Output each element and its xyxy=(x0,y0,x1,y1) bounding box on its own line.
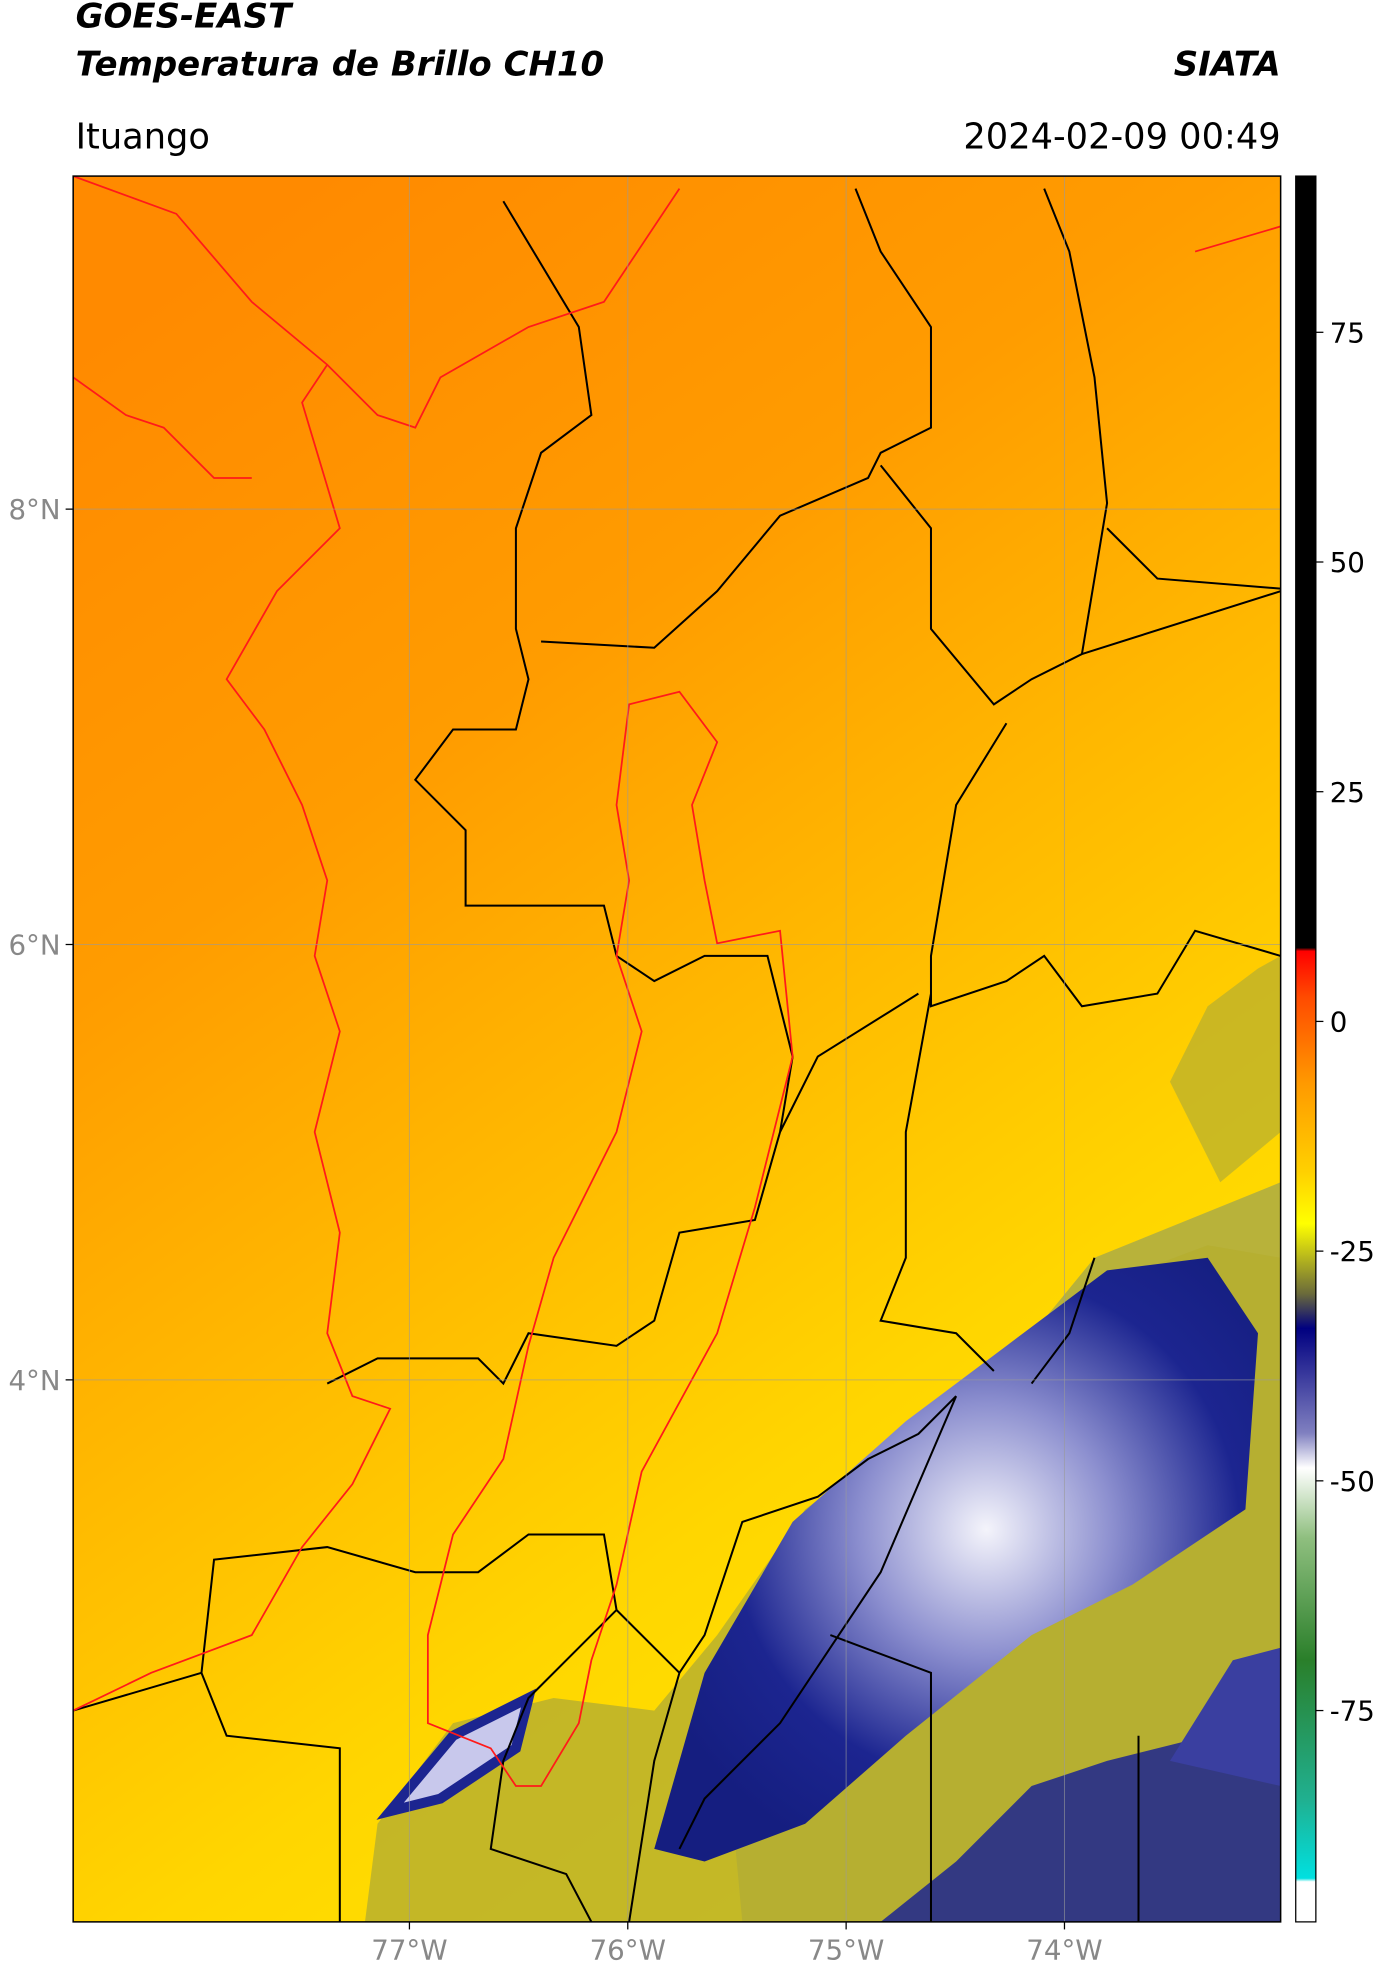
colorbar-tick-label: -50 xyxy=(1330,1465,1375,1498)
subtitle: Temperatura de Brillo CH10 xyxy=(76,44,604,84)
map-image xyxy=(73,176,1281,1922)
colorbar-tick-label: -25 xyxy=(1330,1235,1375,1268)
x-tick-label: 77°W xyxy=(371,1934,447,1967)
y-tick-label: 8°N xyxy=(8,493,60,526)
colorbar-tick-label: 75 xyxy=(1330,316,1365,349)
x-tick-label: 76°W xyxy=(590,1934,666,1967)
colorbar-tick-label: 25 xyxy=(1330,776,1365,809)
colorbar xyxy=(1295,175,1317,1923)
title: GOES-EAST xyxy=(76,0,294,37)
map-axes: 77°W 76°W 75°W 74°W 8°N 6°N 4°N xyxy=(8,176,1281,1967)
datetime: 2024-02-09 00:49 xyxy=(963,116,1280,157)
colorbar-tick-label: 50 xyxy=(1330,546,1365,579)
source: SIATA xyxy=(1174,44,1281,84)
x-tick-label: 75°W xyxy=(808,1934,884,1967)
colorbar-tick-label: -75 xyxy=(1330,1695,1375,1728)
map-frame xyxy=(72,175,1282,1923)
y-tick-label: 4°N xyxy=(8,1364,60,1397)
colorbar-tick-label: 0 xyxy=(1330,1005,1348,1038)
y-tick-label: 6°N xyxy=(8,929,60,962)
colorbar-axis: 75 50 25 0 -25 -50 -75 xyxy=(1315,316,1375,1728)
x-tick-label: 74°W xyxy=(1026,1934,1102,1967)
location: Ituango xyxy=(76,116,210,157)
